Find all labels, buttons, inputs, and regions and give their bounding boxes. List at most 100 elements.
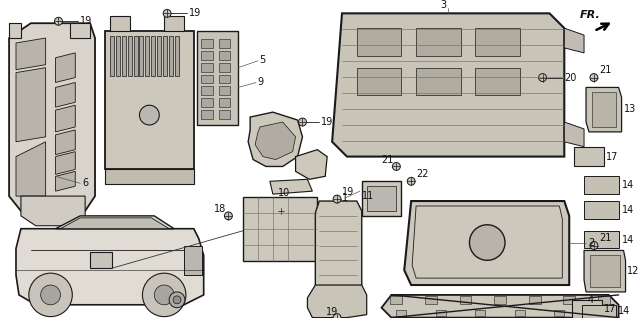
Polygon shape (56, 152, 76, 174)
Polygon shape (584, 231, 619, 248)
Polygon shape (110, 16, 130, 31)
Text: 3: 3 (441, 0, 447, 10)
Circle shape (41, 285, 60, 305)
Polygon shape (296, 150, 327, 179)
Polygon shape (586, 87, 621, 132)
Polygon shape (584, 201, 619, 219)
Polygon shape (255, 122, 296, 160)
Circle shape (140, 105, 159, 125)
Bar (201, 86, 212, 95)
Bar (592, 92, 616, 127)
Circle shape (470, 225, 505, 260)
Circle shape (407, 177, 415, 185)
Bar (563, 296, 575, 304)
Bar (416, 68, 461, 95)
Bar (594, 310, 604, 316)
Bar (554, 310, 564, 316)
Bar (218, 75, 230, 84)
Circle shape (333, 314, 341, 318)
Bar (494, 296, 506, 304)
Polygon shape (122, 36, 125, 76)
Circle shape (143, 273, 186, 317)
Polygon shape (140, 36, 143, 76)
Polygon shape (584, 176, 619, 194)
Polygon shape (56, 53, 76, 82)
Circle shape (590, 242, 598, 249)
Circle shape (163, 10, 171, 17)
Circle shape (169, 292, 185, 308)
Polygon shape (169, 36, 173, 76)
Bar (476, 28, 520, 56)
Bar (201, 63, 212, 72)
Text: 6: 6 (82, 178, 88, 188)
Polygon shape (582, 305, 616, 318)
Text: 18: 18 (214, 204, 226, 214)
Text: 10: 10 (278, 188, 290, 198)
Polygon shape (564, 122, 584, 147)
Bar (201, 39, 212, 48)
Text: 21: 21 (599, 65, 611, 75)
Polygon shape (196, 31, 238, 125)
Bar (590, 255, 620, 287)
Text: FR.: FR. (580, 10, 601, 20)
Polygon shape (116, 36, 120, 76)
Bar (515, 310, 525, 316)
Bar (218, 63, 230, 72)
Bar (598, 296, 610, 304)
Polygon shape (56, 216, 174, 229)
Text: 17: 17 (604, 304, 616, 314)
Text: 13: 13 (623, 104, 636, 114)
Polygon shape (56, 105, 76, 132)
Circle shape (276, 206, 285, 216)
Polygon shape (21, 196, 85, 226)
Text: 19: 19 (326, 307, 339, 317)
Bar (460, 296, 472, 304)
Bar (367, 186, 396, 211)
Polygon shape (70, 23, 90, 38)
Polygon shape (60, 218, 169, 229)
Bar (357, 28, 401, 56)
Circle shape (298, 118, 307, 126)
Polygon shape (332, 13, 564, 156)
Circle shape (539, 73, 547, 81)
Bar (362, 181, 401, 216)
Bar (243, 197, 317, 261)
Polygon shape (404, 201, 569, 285)
Bar (184, 245, 202, 275)
Polygon shape (105, 31, 194, 169)
Polygon shape (584, 251, 625, 292)
Text: 1: 1 (342, 193, 348, 203)
Circle shape (54, 17, 63, 25)
Circle shape (590, 73, 598, 81)
Bar (396, 310, 406, 316)
Bar (218, 98, 230, 107)
Circle shape (154, 285, 174, 305)
Polygon shape (16, 68, 45, 142)
Bar (476, 310, 485, 316)
Text: 9: 9 (257, 77, 263, 86)
Circle shape (173, 296, 181, 304)
Bar (476, 68, 520, 95)
Text: 21: 21 (599, 232, 611, 243)
Bar (90, 252, 112, 268)
Polygon shape (9, 23, 21, 38)
Polygon shape (127, 36, 132, 76)
Polygon shape (16, 229, 204, 305)
Bar (201, 98, 212, 107)
Text: 12: 12 (627, 266, 639, 276)
Bar (218, 51, 230, 60)
Bar (529, 296, 541, 304)
Polygon shape (16, 38, 45, 70)
Polygon shape (164, 16, 184, 31)
Polygon shape (56, 171, 76, 191)
Text: 2: 2 (588, 238, 595, 247)
Text: 20: 20 (564, 73, 577, 83)
Text: 21: 21 (381, 155, 394, 164)
Bar (218, 86, 230, 95)
Polygon shape (307, 285, 367, 318)
Polygon shape (56, 82, 76, 107)
Polygon shape (9, 23, 95, 211)
Bar (201, 51, 212, 60)
Text: 22: 22 (416, 169, 429, 179)
Bar (201, 110, 212, 119)
